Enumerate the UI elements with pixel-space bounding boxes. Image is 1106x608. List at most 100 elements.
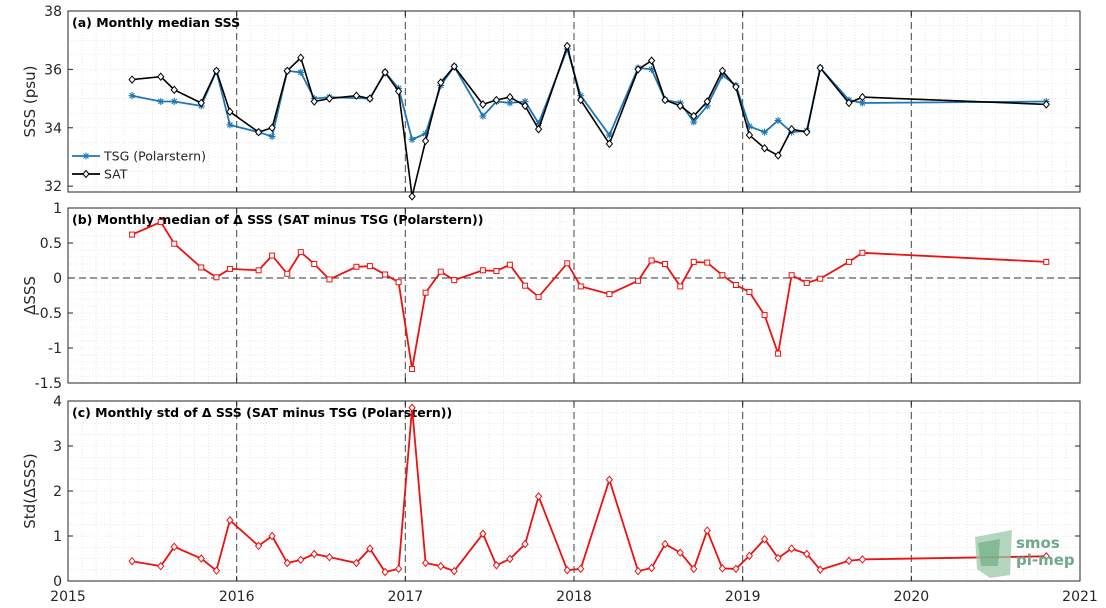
y-axis-label: SSS (psu) [21,66,39,138]
data-point [269,252,276,259]
data-point [1042,100,1050,109]
data-point-stroke [227,121,233,128]
data-point [745,551,754,561]
data-point [212,566,221,575]
data-point [284,270,291,277]
data-point-stroke [522,98,528,105]
data-point [450,62,458,71]
data-point [408,403,416,413]
panel-title: (c) Monthly std of Δ SSS (SAT minus TSG … [72,405,452,420]
data-point-stroke [409,136,415,143]
data-point [677,283,684,290]
data-point [394,87,403,96]
data-point [577,283,584,290]
data-point [648,257,655,264]
data-point [352,91,361,100]
data-point [859,249,866,256]
data-point [506,261,513,268]
y-tick-label: 4 [53,394,62,410]
data-point [732,564,740,574]
data-point [352,558,361,568]
data-point [479,112,487,120]
data-point [283,66,291,76]
series-delta [129,219,1050,372]
data-point-stroke [577,92,584,99]
data-point [858,92,867,102]
x-tick-label: 2016 [219,589,255,605]
data-point [197,554,205,563]
data-point [325,94,334,103]
data-point [534,492,543,501]
data-point [703,526,711,535]
data-point [268,133,276,141]
data-point [422,289,429,296]
data-point [577,95,585,105]
y-tick-label: 0.5 [40,236,62,252]
data-point [787,124,796,134]
data-point [157,98,165,105]
x-tick-label: 2015 [50,589,86,605]
y-tick-label: 0 [53,574,62,590]
x-tick-label: 2021 [1062,589,1098,605]
data-point [564,260,571,267]
data-point [492,560,501,570]
data-point [311,261,318,267]
data-point [522,282,529,289]
data-point [128,75,136,84]
data-point [732,82,740,92]
data-point [283,558,291,568]
data-point [297,68,305,76]
data-point [437,268,444,275]
data-point-stroke [129,92,135,99]
legend: TSG (Polarstern) SAT [72,149,206,182]
panel-b: -1.5 -1 -0.5 0 0.5 1 ΔSSS (b) Monthly median of… [21,201,1081,392]
y-tick-label: 32 [44,179,62,195]
data-point-stroke [775,117,781,124]
data-point [297,53,305,62]
data-point [719,272,726,279]
legend-label: TSG (Polarstern) [103,149,206,164]
data-point-stroke [480,113,486,119]
data-point [1043,258,1050,265]
data-point [254,541,263,551]
data-point [129,231,136,238]
data-point [845,556,853,566]
data-point [212,66,221,76]
data-point [605,139,614,149]
data-point [774,116,782,124]
data-point [534,124,543,134]
data-point [606,291,613,298]
data-point [746,289,753,295]
data-point [577,564,585,574]
x-tick-label: 2019 [725,589,761,605]
data-point [437,561,445,571]
y-tick-label: 1 [53,201,62,217]
data-point [479,529,487,539]
data-point-stroke [297,69,304,76]
data-point [366,263,373,270]
data-point [353,263,360,270]
data-point [493,268,500,274]
data-point [703,97,711,106]
panel-c: 0 1 2 3 4 2015 2016 2017 2018 2019 2020 2021 Std(ΔSS… [21,394,1098,605]
data-point [421,136,430,146]
data-point [479,267,486,274]
data-point [563,41,571,51]
data-point [647,56,656,65]
data-point [634,65,642,74]
data-point [128,556,136,566]
data-point [704,259,711,266]
data-point [605,475,614,485]
y-tick-label: -1 [48,341,62,357]
data-point [774,151,782,160]
data-point [157,72,165,81]
data-point [661,539,669,549]
data-point [845,98,853,108]
data-point [171,240,178,247]
data-point-stroke [269,133,275,140]
data-point [492,95,501,105]
data-point [816,565,824,575]
data-point-stroke [606,132,613,138]
data-point [268,531,276,541]
y-tick-label: 2 [53,484,62,500]
